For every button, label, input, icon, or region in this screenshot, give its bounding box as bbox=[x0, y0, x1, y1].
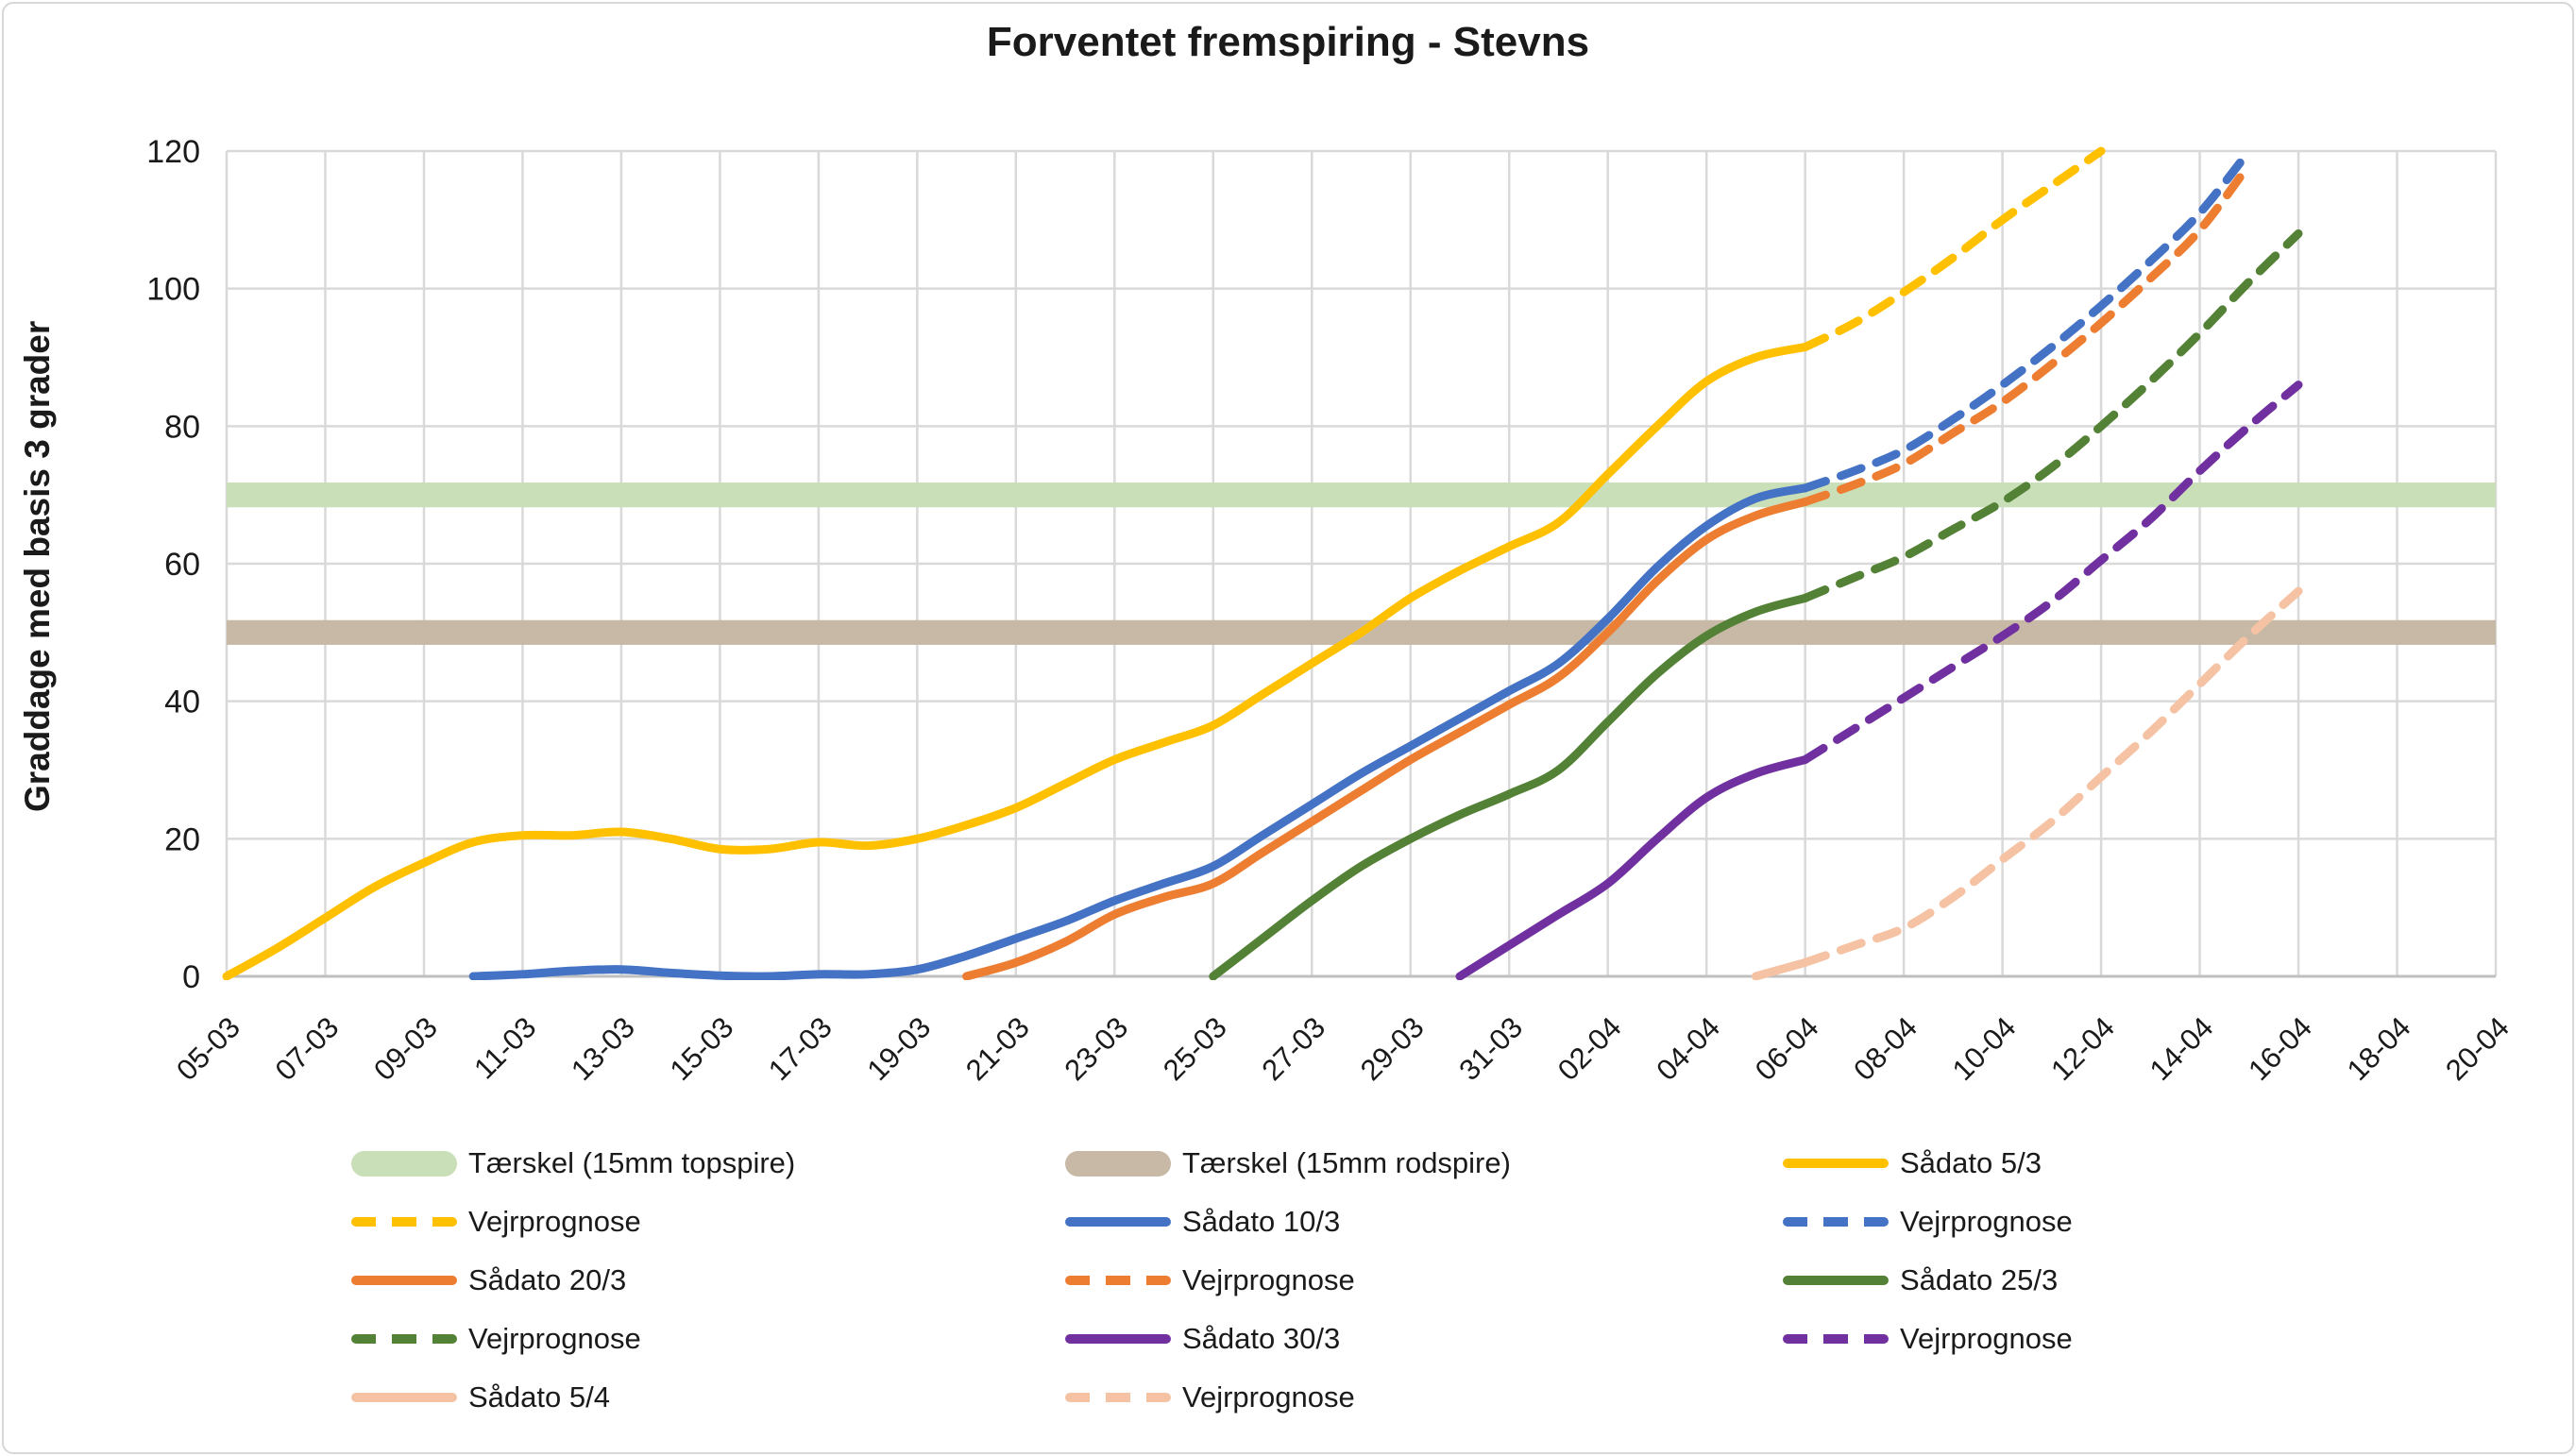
legend-vejrprognose-25-3[interactable]: Vejrprognose bbox=[351, 1319, 641, 1359]
legend-saadato-5-3[interactable]: Sådato 5/3 bbox=[1783, 1143, 2042, 1183]
series-saadato-30-3 bbox=[1455, 755, 1810, 980]
y-tick-label: 100 bbox=[146, 272, 200, 308]
legend-vejrprognose-5-3[interactable]: Vejrprognose bbox=[351, 1202, 641, 1242]
band-taerskel-topspire bbox=[227, 483, 2496, 508]
series-vejrprognose-30-3 bbox=[1801, 381, 2303, 765]
x-tick-label: 12-04 bbox=[2044, 1010, 2121, 1087]
legend-saadato-20-3[interactable]: Sådato 20/3 bbox=[351, 1261, 626, 1300]
series-saadato-10-3 bbox=[468, 483, 1810, 980]
x-tick-label: 09-03 bbox=[367, 1010, 444, 1087]
x-tick-label: 20-04 bbox=[2439, 1010, 2516, 1087]
y-tick-label: 80 bbox=[164, 409, 200, 445]
legend-saadato-20-3-label: Sådato 20/3 bbox=[468, 1263, 627, 1296]
x-tick-label: 04-04 bbox=[1650, 1010, 1726, 1087]
y-tick-label: 0 bbox=[182, 959, 200, 995]
x-tick-label: 21-03 bbox=[959, 1010, 1036, 1087]
legend-vejrprognose-30-3-swatch-dashed-icon bbox=[1783, 1334, 1889, 1344]
legend-taerskel-topspire-label: Tærskel (15mm topspire) bbox=[468, 1146, 796, 1179]
legend-taerskel-rodspire-label: Tærskel (15mm rodspire) bbox=[1182, 1146, 1511, 1179]
x-tick-label: 02-04 bbox=[1551, 1010, 1628, 1087]
x-tick-label: 27-03 bbox=[1255, 1010, 1331, 1087]
x-tick-label: 29-03 bbox=[1354, 1010, 1431, 1087]
series-saadato-5-3 bbox=[222, 343, 1810, 980]
x-tick-label: 05-03 bbox=[170, 1010, 246, 1087]
y-axis-tick-labels: 0 20 40 60 80 100 120 bbox=[146, 134, 200, 995]
legend-saadato-10-3[interactable]: Sådato 10/3 bbox=[1065, 1202, 1340, 1242]
x-tick-label: 18-04 bbox=[2341, 1010, 2417, 1087]
legend-taerskel-rodspire[interactable]: Tærskel (15mm rodspire) bbox=[1065, 1143, 1511, 1183]
legend-taerskel-rodspire-swatch-band-icon bbox=[1065, 1150, 1171, 1177]
legend-saadato-10-3-label: Sådato 10/3 bbox=[1182, 1205, 1341, 1238]
legend-vejrprognose-5-4[interactable]: Vejrprognose bbox=[1065, 1378, 1355, 1417]
legend-saadato-25-3-label: Sådato 25/3 bbox=[1900, 1263, 2059, 1296]
legend-taerskel-topspire[interactable]: Tærskel (15mm topspire) bbox=[351, 1143, 795, 1183]
legend-saadato-30-3[interactable]: Sådato 30/3 bbox=[1065, 1319, 1340, 1359]
series-vejrprognose-5-4 bbox=[1801, 586, 2303, 967]
y-tick-label: 60 bbox=[164, 547, 200, 583]
series-vejrprognose-25-3 bbox=[1801, 229, 2303, 602]
x-tick-label: 06-04 bbox=[1749, 1010, 1825, 1087]
x-tick-label: 19-03 bbox=[860, 1010, 937, 1087]
series-saadato-20-3 bbox=[962, 497, 1810, 980]
legend-vejrprognose-5-3-swatch-dashed-icon bbox=[351, 1217, 457, 1227]
series-group bbox=[222, 146, 2303, 980]
legend-saadato-25-3[interactable]: Sådato 25/3 bbox=[1783, 1261, 2058, 1300]
legend-vejrprognose-5-3-label: Vejrprognose bbox=[468, 1205, 641, 1238]
legend-saadato-30-3-label: Sådato 30/3 bbox=[1182, 1322, 1341, 1355]
legend-vejrprognose-10-3-label: Vejrprognose bbox=[1900, 1205, 2073, 1238]
legend-vejrprognose-30-3-label: Vejrprognose bbox=[1900, 1322, 2073, 1355]
legend-taerskel-topspire-swatch-band-icon bbox=[351, 1150, 457, 1177]
x-tick-label: 13-03 bbox=[565, 1010, 641, 1087]
legend-vejrprognose-5-4-swatch-dashed-icon bbox=[1065, 1393, 1171, 1402]
legend-saadato-25-3-swatch-solid-icon bbox=[1783, 1276, 1889, 1285]
x-tick-label: 14-04 bbox=[2144, 1010, 2220, 1087]
x-axis-tick-labels: 05-03 07-03 09-03 11-03 13-03 15-03 17-03 19-03… bbox=[170, 1010, 2516, 1087]
y-tick-label: 120 bbox=[146, 134, 200, 170]
legend-vejrprognose-25-3-swatch-dashed-icon bbox=[351, 1334, 457, 1344]
legend-saadato-30-3-swatch-solid-icon bbox=[1065, 1334, 1171, 1344]
legend-saadato-5-3-label: Sådato 5/3 bbox=[1900, 1146, 2042, 1179]
legend-vejrprognose-5-4-label: Vejrprognose bbox=[1182, 1380, 1355, 1414]
y-tick-label: 20 bbox=[164, 821, 200, 857]
x-tick-label: 25-03 bbox=[1157, 1010, 1233, 1087]
series-vejrprognose-20-3 bbox=[1801, 161, 2254, 506]
x-tick-label: 15-03 bbox=[664, 1010, 740, 1087]
series-saadato-5-4 bbox=[1751, 957, 1810, 980]
x-tick-label: 23-03 bbox=[1058, 1010, 1134, 1087]
series-vejrprognose-5-3 bbox=[1801, 146, 2106, 352]
legend-vejrprognose-20-3[interactable]: Vejrprognose bbox=[1065, 1261, 1355, 1300]
legend-vejrprognose-20-3-swatch-dashed-icon bbox=[1065, 1276, 1171, 1285]
y-tick-label: 40 bbox=[164, 685, 200, 720]
x-tick-label: 10-04 bbox=[1946, 1010, 2023, 1087]
legend-saadato-10-3-swatch-solid-icon bbox=[1065, 1217, 1171, 1227]
series-vejrprognose-10-3 bbox=[1801, 146, 2254, 493]
legend-vejrprognose-10-3[interactable]: Vejrprognose bbox=[1783, 1202, 2073, 1242]
legend-vejrprognose-10-3-swatch-dashed-icon bbox=[1783, 1217, 1889, 1227]
legend-saadato-5-4-swatch-solid-icon bbox=[351, 1393, 457, 1402]
legend-vejrprognose-20-3-label: Vejrprognose bbox=[1182, 1263, 1355, 1296]
chart-title: Forventet fremspiring - Stevns bbox=[986, 19, 1590, 65]
x-tick-label: 16-04 bbox=[2242, 1010, 2318, 1087]
legend-saadato-5-4-label: Sådato 5/4 bbox=[468, 1380, 610, 1414]
legend-vejrprognose-30-3[interactable]: Vejrprognose bbox=[1783, 1319, 2073, 1359]
legend-vejrprognose-25-3-label: Vejrprognose bbox=[468, 1322, 641, 1355]
x-tick-label: 08-04 bbox=[1847, 1010, 1924, 1087]
legend-saadato-5-3-swatch-solid-icon bbox=[1783, 1159, 1889, 1168]
x-tick-label: 17-03 bbox=[762, 1010, 839, 1087]
x-tick-label: 11-03 bbox=[467, 1010, 542, 1085]
x-tick-label: 07-03 bbox=[269, 1010, 346, 1087]
x-tick-label: 31-03 bbox=[1452, 1010, 1529, 1087]
series-saadato-25-3 bbox=[1209, 593, 1810, 980]
legend-saadato-5-4[interactable]: Sådato 5/4 bbox=[351, 1378, 610, 1417]
legend-saadato-20-3-swatch-solid-icon bbox=[351, 1276, 457, 1285]
